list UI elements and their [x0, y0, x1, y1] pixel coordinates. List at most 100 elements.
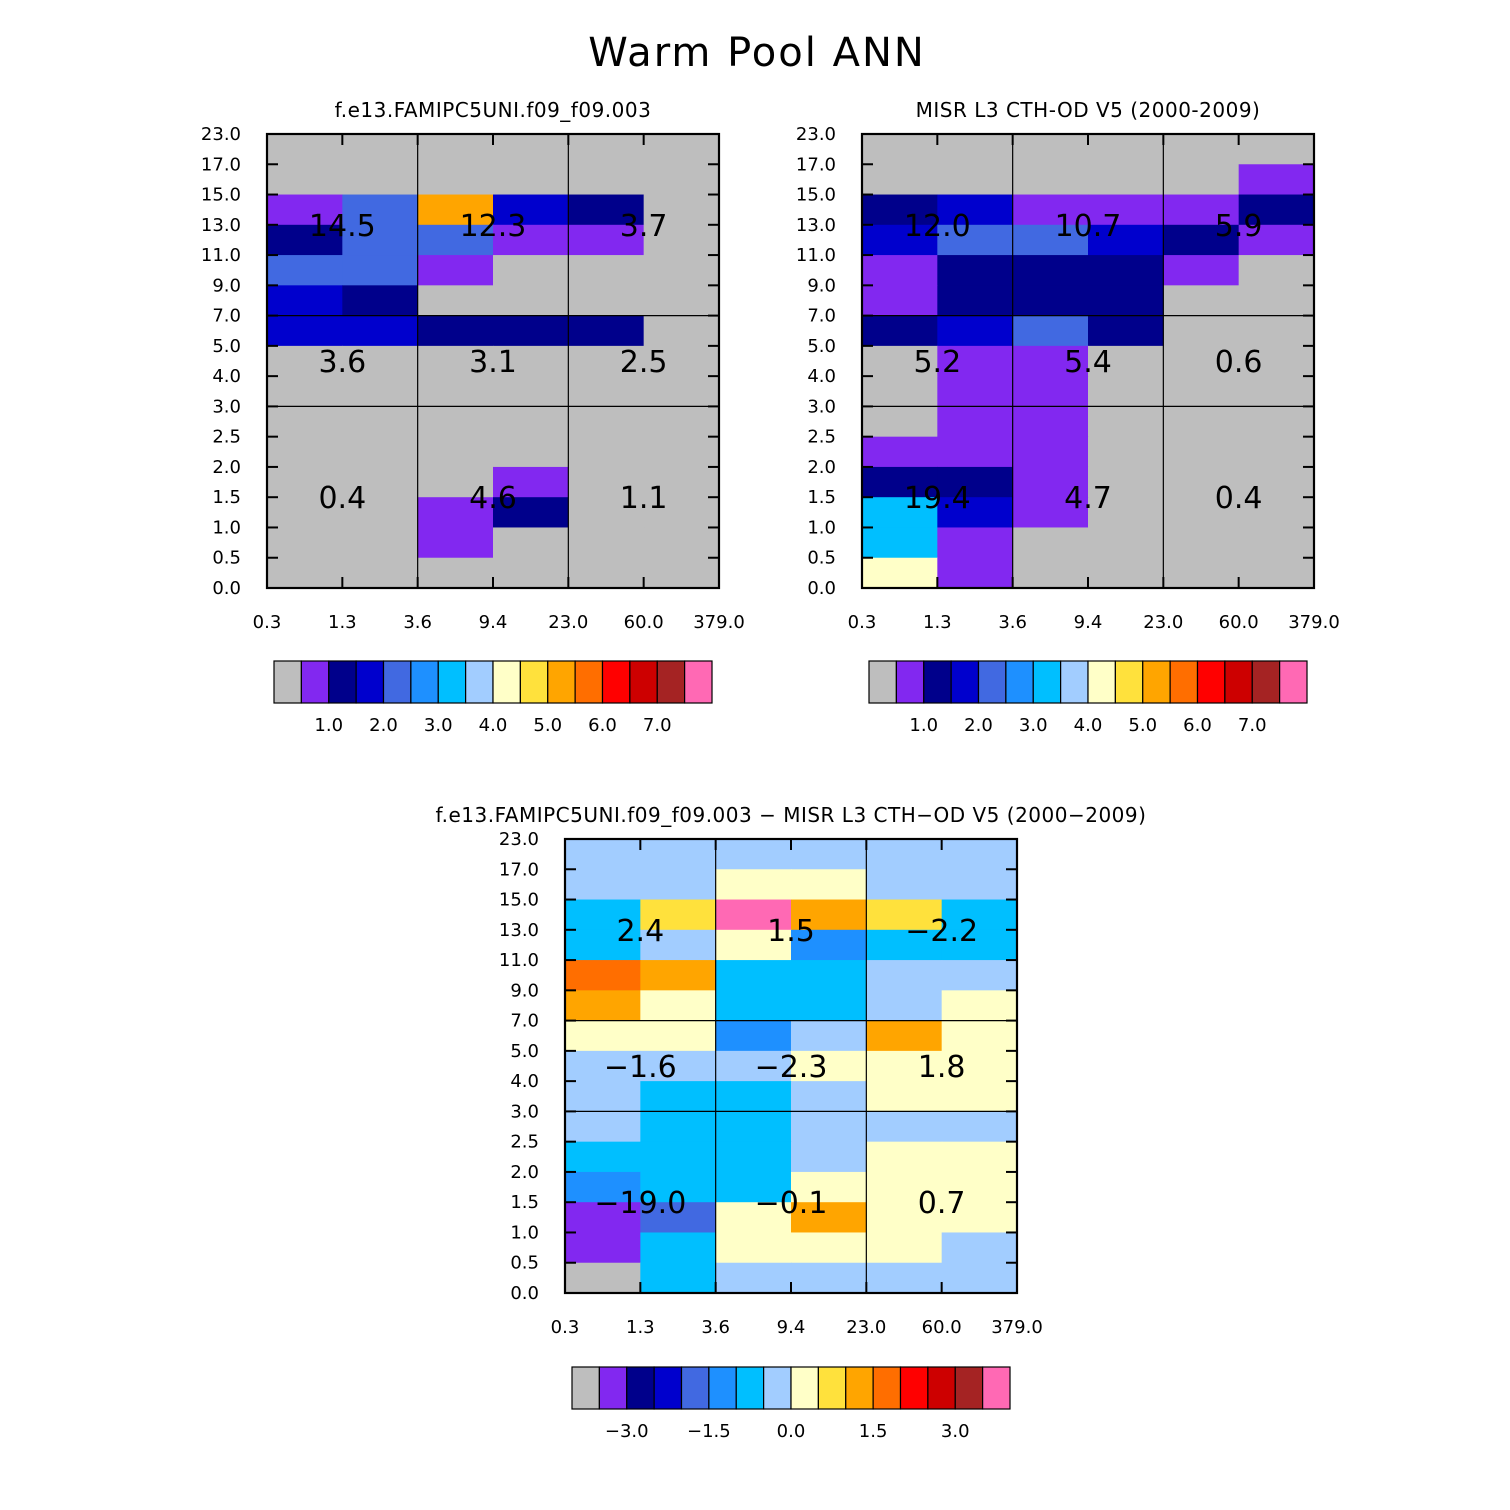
- x-tick-label: 1.3: [923, 612, 952, 633]
- x-tick-label: 1.3: [626, 1317, 655, 1338]
- heatmap-cell: [342, 224, 419, 256]
- block-value-label: 2.4: [616, 914, 664, 949]
- heatmap-cell: [493, 497, 569, 529]
- colorbar-swatch: [598, 1366, 628, 1410]
- heatmap-cell: [862, 315, 938, 347]
- block-value-label: 2.5: [620, 345, 668, 380]
- y-tick-label: 23.0: [499, 829, 539, 850]
- heatmap-cell: [342, 134, 419, 165]
- block-value-label: 3.6: [318, 345, 366, 380]
- heatmap-cell: [493, 436, 569, 468]
- heatmap-cell: [1163, 315, 1240, 347]
- block-value-label: −1.6: [604, 1050, 677, 1085]
- heatmap-cell: [342, 255, 419, 286]
- colorbar-swatch: [656, 660, 686, 704]
- colorbar-swatch: [817, 1366, 847, 1410]
- heatmap-cell: [1088, 376, 1164, 407]
- x-tick-label: 60.0: [922, 1317, 962, 1338]
- heatmap-cell: [1012, 345, 1089, 377]
- heatmap-cell: [1012, 527, 1089, 559]
- x-tick-label: 60.0: [1219, 612, 1259, 633]
- heatmap-cell: [640, 1081, 717, 1112]
- colorbar-swatch: [927, 1366, 956, 1410]
- heatmap-cell: [342, 436, 419, 468]
- heatmap-cell: [1012, 164, 1089, 196]
- heatmap-cell: [565, 1111, 641, 1143]
- heatmap-cell: [565, 1020, 641, 1052]
- heatmap-cell: [1163, 527, 1240, 559]
- x-tick-label: 9.4: [479, 612, 508, 633]
- heatmap-cell: [565, 960, 641, 991]
- y-tick-label: 0.5: [212, 548, 241, 569]
- heatmap-cell: [862, 406, 938, 438]
- y-tick-label: 1.5: [807, 487, 836, 508]
- heatmap-cell: [937, 406, 1014, 438]
- y-tick-label: 17.0: [499, 859, 539, 880]
- heatmap-cell: [565, 1050, 641, 1082]
- y-tick-label: 0.0: [510, 1283, 539, 1304]
- heatmap-cell: [342, 557, 419, 589]
- y-tick-label: 13.0: [201, 215, 241, 236]
- y-tick-label: 2.0: [212, 457, 241, 478]
- heatmap-cell: [417, 285, 494, 317]
- heatmap-cell: [791, 1141, 867, 1173]
- heatmap-cells: [565, 839, 1018, 1294]
- heatmap-cell: [417, 557, 494, 589]
- heatmap-cell: [1238, 345, 1315, 377]
- heatmap-cell: [937, 527, 1014, 559]
- block-value-label: 5.9: [1215, 209, 1263, 244]
- y-tick-label: 4.0: [510, 1071, 539, 1092]
- y-tick-label: 5.0: [807, 336, 836, 357]
- colorbar-label: 5.0: [1128, 715, 1157, 736]
- heatmap-cell: [1012, 376, 1089, 407]
- heatmap-cell: [862, 285, 938, 317]
- heatmap-cell: [1163, 557, 1240, 589]
- colorbar-swatch: [328, 660, 357, 704]
- heatmap-cell: [791, 1262, 867, 1294]
- heatmap-cell: [1012, 315, 1089, 347]
- y-tick-label: 7.0: [212, 306, 241, 327]
- heatmap-cell: [267, 527, 343, 559]
- colorbar-swatch: [1142, 660, 1171, 704]
- y-tick-label: 2.5: [212, 427, 241, 448]
- y-tick-label: 13.0: [499, 920, 539, 941]
- heatmap-cell: [1088, 194, 1164, 226]
- colorbar-swatch: [763, 1366, 792, 1410]
- heatmap-cell: [643, 557, 720, 589]
- y-tick-label: 9.0: [510, 980, 539, 1001]
- heatmap-cell: [791, 899, 867, 931]
- heatmap-cell: [715, 1232, 792, 1264]
- heatmap-cell: [791, 1232, 867, 1264]
- y-tick-label: 5.0: [212, 336, 241, 357]
- x-tick-label: 1.3: [328, 612, 357, 633]
- x-tick-label: 23.0: [846, 1317, 886, 1338]
- heatmap-cell: [267, 345, 343, 377]
- heatmap-cell: [267, 497, 343, 529]
- colorbar-swatch: [410, 660, 439, 704]
- colorbar-swatch: [273, 660, 302, 704]
- heatmap-cell: [937, 466, 1014, 498]
- colorbar-swatch: [872, 1366, 902, 1410]
- x-tick-label: 0.3: [253, 612, 282, 633]
- colorbar-swatch: [519, 660, 549, 704]
- heatmap-cell: [1238, 406, 1315, 438]
- colorbar-label: 1.0: [909, 715, 938, 736]
- heatmap-cell: [1088, 224, 1164, 256]
- colorbar-swatch: [1251, 660, 1281, 704]
- heatmap-cell: [565, 1262, 641, 1294]
- heatmap-cell: [1088, 285, 1164, 317]
- heatmap-cell: [862, 224, 938, 256]
- colorbar-swatch: [465, 660, 494, 704]
- y-tick-label: 0.5: [807, 548, 836, 569]
- heatmap-panel-1: f.e13.FAMIPC5UNI.f09_f09.003 0.3 1.3 3.6 9.4…: [201, 98, 745, 736]
- colorbar-label: 4.0: [1074, 715, 1103, 736]
- y-tick-label: 0.0: [807, 578, 836, 599]
- colorbar-swatch: [382, 660, 412, 704]
- block-value-label: 10.7: [1055, 209, 1122, 244]
- heatmap-cell: [1163, 376, 1240, 407]
- colorbar-swatch: [1224, 660, 1253, 704]
- y-tick-label: 2.5: [807, 427, 836, 448]
- block-value-label: 1.5: [767, 914, 815, 949]
- colorbar-swatch: [950, 660, 980, 704]
- heatmap-cell: [1238, 436, 1315, 468]
